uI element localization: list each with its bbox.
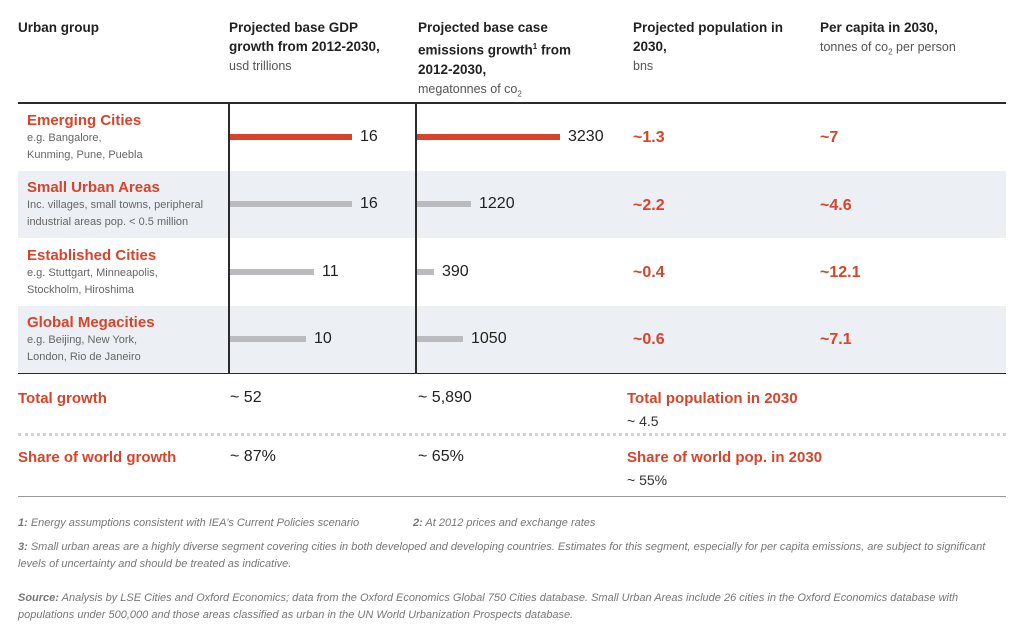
gdp-value-established-cities: 11 xyxy=(322,263,339,280)
header-urban-group: Urban group xyxy=(18,20,99,35)
per-capita-emerging-cities: ~7 xyxy=(820,129,839,146)
source-note: Source: Analysis by LSE Cities and Oxfor… xyxy=(18,592,959,621)
per-capita-small-urban-areas: ~4.6 xyxy=(820,197,852,214)
category-desc: e.g. Stuttgart, Minneapolis, xyxy=(27,267,158,279)
population-emerging-cities: ~1.3 xyxy=(633,129,665,146)
category-name: Global Megacities xyxy=(27,314,155,331)
dotted-divider xyxy=(18,433,1006,436)
header-emissions-footnote: 1 xyxy=(532,42,538,51)
category-desc: e.g. Beijing, New York, xyxy=(27,334,138,346)
gdp-total: ~ 52 xyxy=(230,389,262,406)
footnote-2: 2: At 2012 prices and exchange rates xyxy=(413,517,596,529)
header-gdp: Projected base GDP growth from 2012-2030… xyxy=(229,18,404,76)
emissions-share: ~ 65% xyxy=(418,448,464,465)
emissions-bar-emerging-cities xyxy=(417,134,560,140)
emissions-total: ~ 5,890 xyxy=(418,389,472,406)
category-emerging-cities: Emerging Cities e.g. Bangalore, Kunming,… xyxy=(27,112,143,164)
category-desc: Kunming, Pune, Puebla xyxy=(27,149,143,161)
category-name: Small Urban Areas xyxy=(27,179,160,196)
emissions-bar-global-megacities xyxy=(417,336,463,342)
category-global-megacities: Global Megacities e.g. Beijing, New York… xyxy=(27,314,155,366)
emissions-bar-established-cities xyxy=(417,269,434,275)
population-established-cities: ~0.4 xyxy=(633,264,665,281)
per-capita-global-megacities: ~7.1 xyxy=(820,331,852,348)
category-desc: London, Rio de Janeiro xyxy=(27,351,141,363)
emissions-bar-small-urban-areas xyxy=(417,201,471,207)
emissions-value-global-megacities: 1050 xyxy=(471,330,507,347)
table-top-rule xyxy=(18,102,1006,104)
table-bottom-rule xyxy=(18,373,1006,374)
gdp-value-emerging-cities: 16 xyxy=(360,128,378,145)
emissions-value-emerging-cities: 3230 xyxy=(568,128,604,145)
total-population-label: Total population in 2030 xyxy=(627,390,798,407)
gdp-value-small-urban-areas: 16 xyxy=(360,195,378,212)
header-per-capita-unit: tonnes of co2 per person xyxy=(820,40,956,57)
category-desc: industrial areas pop. < 0.5 million xyxy=(27,216,189,228)
category-small-urban-areas: Small Urban Areas Inc. villages, small t… xyxy=(27,179,203,231)
category-desc: e.g. Bangalore, xyxy=(27,132,102,144)
share-world-growth-label: Share of world growth xyxy=(18,449,177,466)
header-population-unit: bns xyxy=(633,59,654,73)
header-per-capita-title: Per capita in 2030, xyxy=(820,20,938,35)
header-emissions-title-a: Projected base case emissions growth xyxy=(418,20,548,58)
gdp-axis-line xyxy=(228,103,230,373)
gdp-bar-emerging-cities xyxy=(230,134,352,140)
header-emissions-title-b: from 2012-2030, xyxy=(418,42,571,77)
footnote-3: 3: Small urban areas are a highly divers… xyxy=(18,541,986,570)
notes-rule xyxy=(18,496,1006,497)
header-per-capita: Per capita in 2030, tonnes of co2 per pe… xyxy=(820,18,1000,62)
share-world-pop-value: ~ 55% xyxy=(627,472,668,488)
per-capita-established-cities: ~12.1 xyxy=(820,264,861,281)
header-emissions: Projected base case emissions growth1 fr… xyxy=(418,18,583,103)
header-gdp-title: Projected base GDP growth from 2012-2030… xyxy=(229,20,380,54)
emissions-axis-line xyxy=(415,103,417,373)
gdp-share: ~ 87% xyxy=(230,448,276,465)
population-small-urban-areas: ~2.2 xyxy=(633,197,665,214)
total-growth-label: Total growth xyxy=(18,390,107,407)
total-population-value: ~ 4.5 xyxy=(627,413,659,429)
header-population: Projected population in 2030, bns xyxy=(633,18,783,76)
category-name: Emerging Cities xyxy=(27,112,142,129)
row-shade-small-urban xyxy=(18,171,1006,238)
row-shade-global-megacities xyxy=(18,306,1006,373)
category-desc: Stockholm, Hiroshima xyxy=(27,284,134,296)
share-world-pop-label: Share of world pop. in 2030 xyxy=(627,449,823,466)
gdp-value-global-megacities: 10 xyxy=(314,330,332,347)
header-emissions-unit: megatonnes of co2 xyxy=(418,81,522,99)
emissions-value-established-cities: 390 xyxy=(442,263,469,280)
category-name: Established Cities xyxy=(27,247,157,264)
gdp-bar-global-megacities xyxy=(230,336,306,342)
gdp-bar-established-cities xyxy=(230,269,314,275)
category-established-cities: Established Cities e.g. Stuttgart, Minne… xyxy=(27,247,158,299)
category-desc: Inc. villages, small towns, peripheral xyxy=(27,199,204,211)
population-global-megacities: ~0.6 xyxy=(633,331,665,348)
footnote-1: 1: Energy assumptions consistent with IE… xyxy=(18,517,360,529)
header-gdp-unit: usd trillions xyxy=(229,59,292,73)
emissions-value-small-urban-areas: 1220 xyxy=(479,195,515,212)
gdp-bar-small-urban-areas xyxy=(230,201,352,207)
header-population-title: Projected population in 2030, xyxy=(633,20,784,54)
